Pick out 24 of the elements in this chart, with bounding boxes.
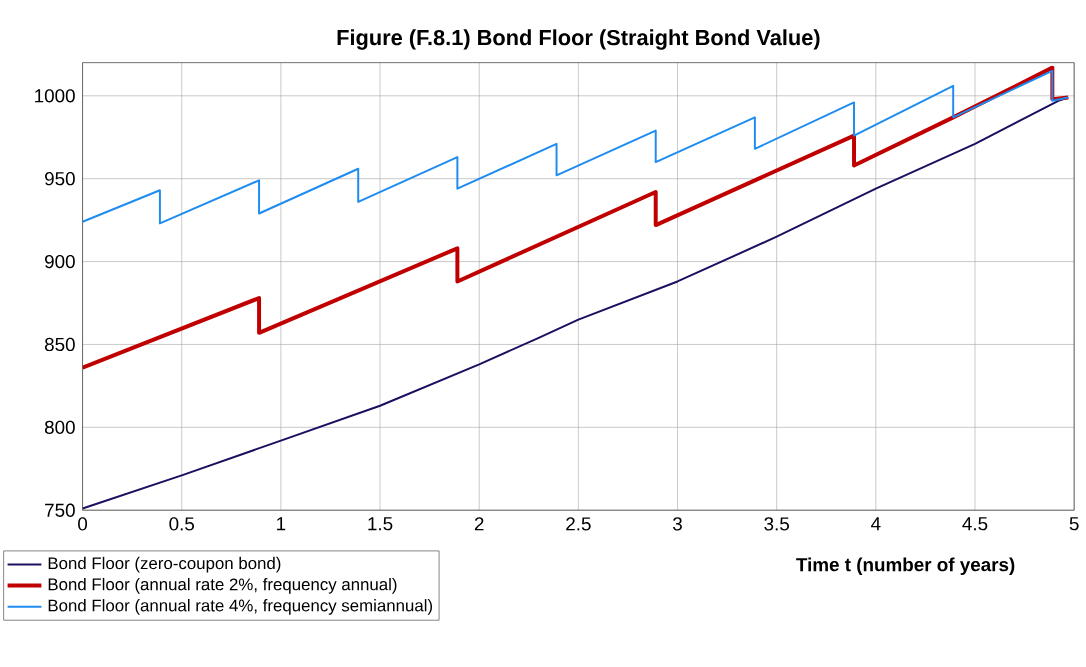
x-axis-title: Time t (number of years)	[796, 557, 1015, 575]
x-tick-label: 3.5	[764, 517, 789, 531]
y-tick-label: 1000	[35, 88, 75, 103]
line-series	[82, 65, 1071, 370]
legend-label: Bond Floor (annual rate 2%, frequency annual)	[48, 577, 397, 594]
x-tick-label: 1	[277, 517, 286, 530]
y-tick-label: 750	[45, 503, 75, 517]
x-tick-label: 2.5	[566, 517, 591, 531]
y-tick-label: 850	[44, 337, 75, 351]
x-tick-label: 0	[78, 517, 88, 531]
x-tick-label: 0.5	[169, 517, 195, 531]
x-tick-label: 5	[1069, 517, 1079, 531]
x-tick-label: 2	[474, 517, 484, 531]
x-tick-label: 1.5	[368, 517, 393, 531]
y-tick-label: 800	[44, 420, 75, 434]
y-tick-label: 900	[45, 254, 75, 269]
x-tick-label: 4.5	[962, 517, 988, 531]
chart-title: Figure (F.8.1) Bond Floor (Straight Bond Value)	[337, 29, 820, 50]
x-tick-label: 4	[871, 517, 881, 530]
y-tick-label: 950	[45, 171, 75, 186]
x-tick-label: 3	[673, 517, 682, 531]
legend-label: Bond Floor (annual rate 4%, frequency semiannual)	[48, 598, 433, 615]
legend-label: Bond Floor (zero-coupon bond)	[48, 556, 281, 573]
line-series	[82, 69, 1070, 225]
